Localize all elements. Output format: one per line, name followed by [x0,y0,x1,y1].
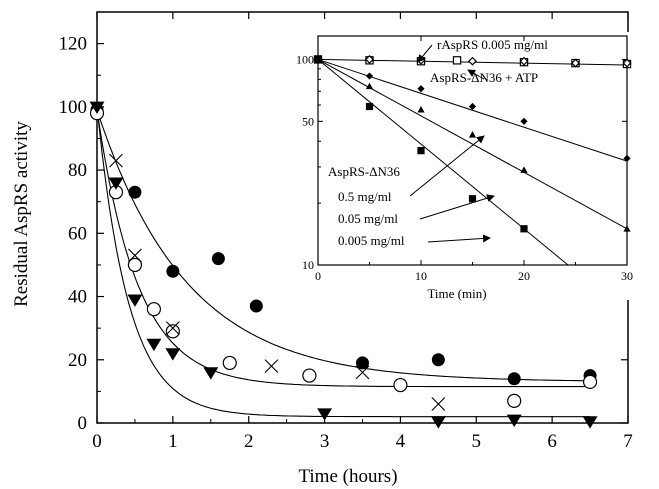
data-point-filled-circle [507,372,521,386]
y-tick-label: 20 [68,350,87,371]
x-tick-label: 3 [320,431,330,452]
inset-x-tick-label: 0 [315,269,321,283]
x-tick-label: 0 [92,431,102,452]
inset-y-tick-label: 50 [302,114,314,128]
y-tick-label: 80 [68,160,87,181]
data-point-filled-triangle-down [203,367,219,380]
data-point-cross [264,359,279,373]
data-point-filled-circle [128,185,142,199]
data-point-cross [128,248,142,263]
data-point-open-circle [393,377,408,393]
label-asprs-atp: AspRS-ΔN36 + ATP [430,70,538,85]
inset-point-filled-square [314,55,322,64]
y-tick-label: 0 [78,413,88,434]
data-point-open-circle [582,374,598,389]
label-rasprs: rAspRS 0.005 mg/ml [437,37,548,52]
inset-point-filled-triangle-up [365,82,374,90]
inset-point-open-diamond [468,56,477,66]
fit-curve-3 [96,106,591,418]
y-tick-label: 40 [68,287,87,308]
inset-point-filled-diamond [417,85,425,93]
data-point-filled-triangle-down [108,177,124,190]
inset-point-filled-triangle-up [520,166,528,173]
label-asprs-dn36: AspRS-ΔN36 [328,164,400,179]
main-data-points [89,101,598,429]
inset-y-tick-label: 100 [296,52,314,66]
x-tick-label: 2 [244,431,254,452]
arrow-asprs-atp [467,69,485,80]
arrow-conc-0.005 [427,234,491,243]
main-y-axis-title: Residual AspRS activity [11,121,32,307]
data-point-open-circle [146,302,161,317]
data-point-filled-triangle-down [165,348,181,361]
arrow-rasprs [417,44,433,63]
inset-x-tick-label: 20 [518,269,530,283]
inset-point-open-diamond [622,58,632,68]
data-point-filled-triangle-down [146,338,162,352]
inset-point-open-diamond [365,54,374,64]
inset-point-open-diamond [519,56,529,66]
data-point-filled-circle [356,356,369,370]
data-point-filled-circle [166,264,180,278]
x-tick-label: 7 [623,431,633,452]
data-point-filled-circle [249,299,263,313]
data-point-filled-triangle-down [317,408,333,421]
inset-point-filled-triangle-up [623,225,631,232]
arrow-conc-0.5 [409,135,485,197]
label-conc-0.005: 0.005 mg/ml [338,233,405,248]
arrow-conc-0.05 [419,194,495,220]
data-point-filled-triangle-down [127,294,143,307]
inset-point-open-diamond [571,58,580,68]
inset-point-open-square [452,56,462,65]
inset-point-filled-diamond [520,117,528,125]
y-tick-label: 60 [68,223,87,244]
inset-x-tick-label: 10 [415,269,427,283]
inset-point-filled-diamond [365,72,374,80]
data-point-open-circle [127,257,143,273]
inset-point-filled-square [365,102,374,111]
x-tick-label: 5 [472,431,482,452]
data-point-filled-triangle-down [89,101,105,114]
x-tick-label: 4 [396,431,406,452]
inset-x-axis-title: Time (min) [427,286,486,301]
x-tick-label: 1 [168,431,178,452]
data-point-open-circle [222,355,237,371]
data-point-cross [355,365,370,380]
label-conc-0.5: 0.5 mg/ml [338,189,392,204]
data-point-filled-triangle-down [582,416,598,429]
inset-point-filled-square [520,225,528,233]
y-tick-label: 100 [59,97,88,118]
inset-point-filled-diamond [623,154,631,163]
x-tick-label: 6 [547,431,557,452]
y-tick-label: 120 [59,34,88,55]
inset-point-filled-triangle-up [468,131,477,138]
data-point-filled-circle [431,353,445,367]
main-x-axis-title: Time (hours) [298,466,397,487]
data-point-filled-triangle-down [506,414,522,427]
inset-point-filled-square [417,147,425,155]
data-point-cross [109,153,123,168]
data-point-cross [165,321,180,336]
data-point-open-circle [165,324,180,339]
data-point-open-circle [302,368,317,383]
inset-y-tick-label: 10 [302,258,314,272]
data-point-cross [431,397,446,411]
inset-point-filled-triangle-up [417,106,425,113]
data-point-filled-circle [211,252,225,266]
data-point-open-circle [507,393,522,408]
label-conc-0.05: 0.05 mg/ml [338,211,398,226]
data-point-filled-triangle-down [430,416,446,429]
inset-annotation-arrows [409,44,495,243]
inset-point-filled-diamond [468,102,477,111]
inset-x-tick-label: 30 [621,269,633,283]
inset-point-filled-square [468,195,477,203]
